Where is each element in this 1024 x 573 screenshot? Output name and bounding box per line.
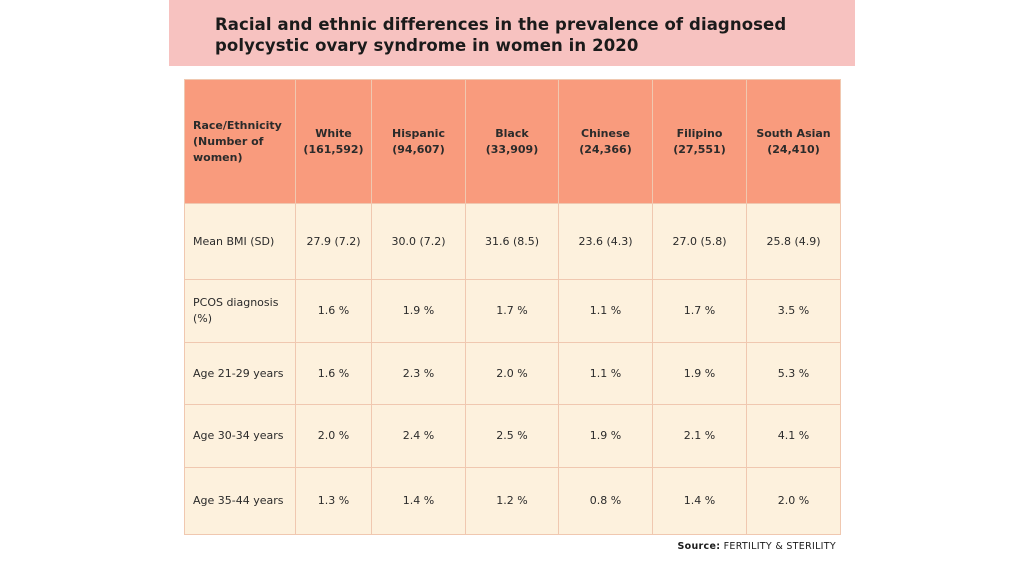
column-count: (161,592) [303,142,364,156]
table-row: PCOS diagnosis (%) 1.6 % 1.9 % 1.7 % 1.1… [184,279,841,343]
table-cell: 23.6 (4.3) [558,203,653,280]
title-banner: Racial and ethnic differences in the pre… [169,0,855,66]
source-value: FERTILITY & STERILITY [723,541,836,552]
table-cell: 30.0 (7.2) [371,203,466,280]
table-row: Age 30-34 years 2.0 % 2.4 % 2.5 % 1.9 % … [184,404,841,468]
table-cell: 1.1 % [558,342,653,405]
row-label: PCOS diagnosis (%) [184,279,296,343]
column-name: White [315,126,352,140]
table-cell: 1.4 % [652,467,747,535]
column-header: Chinese (24,366) [558,79,653,204]
column-name: Chinese [581,126,630,140]
header-label-line: (Number of [193,134,264,148]
table-cell: 2.0 % [746,467,841,535]
table-cell: 2.4 % [371,404,466,468]
column-count: (24,410) [767,142,820,156]
column-count: (94,607) [392,142,445,156]
table-row: Age 21-29 years 1.6 % 2.3 % 2.0 % 1.1 % … [184,342,841,405]
table-cell: 27.0 (5.8) [652,203,747,280]
table-cell: 1.7 % [465,279,559,343]
table-cell: 2.0 % [465,342,559,405]
table-cell: 1.9 % [652,342,747,405]
chart-title: Racial and ethnic differences in the pre… [215,15,787,55]
table-cell: 1.6 % [295,342,372,405]
table-cell: 2.1 % [652,404,747,468]
table-row: Mean BMI (SD) 27.9 (7.2) 30.0 (7.2) 31.6… [184,203,841,280]
column-header: Filipino (27,551) [652,79,747,204]
table-cell: 1.6 % [295,279,372,343]
row-label: Age 21-29 years [184,342,296,405]
column-name: South Asian [756,126,831,140]
table-cell: 31.6 (8.5) [465,203,559,280]
table-cell: 27.9 (7.2) [295,203,372,280]
table-cell: 2.3 % [371,342,466,405]
column-header: White (161,592) [295,79,372,204]
table-cell: 4.1 % [746,404,841,468]
table-cell: 0.8 % [558,467,653,535]
table-cell: 1.2 % [465,467,559,535]
column-header: South Asian (24,410) [746,79,841,204]
column-name: Filipino [676,126,723,140]
column-header: Black (33,909) [465,79,559,204]
table-cell: 2.0 % [295,404,372,468]
data-table: Race/Ethnicity (Number of women) White (1… [184,79,841,535]
header-label-line: Race/Ethnicity [193,118,282,132]
row-label: Age 30-34 years [184,404,296,468]
table-cell: 1.7 % [652,279,747,343]
table-row: Age 35-44 years 1.3 % 1.4 % 1.2 % 0.8 % … [184,467,841,535]
table-cell: 1.9 % [558,404,653,468]
source-label: Source: [677,541,721,552]
table-cell: 1.1 % [558,279,653,343]
table-cell: 3.5 % [746,279,841,343]
column-count: (33,909) [485,142,539,156]
row-label: Age 35-44 years [184,467,296,535]
table-cell: 1.4 % [371,467,466,535]
source-note: Source: FERTILITY & STERILITY [678,541,837,552]
header-label-line: women) [193,150,243,164]
table-cell: 25.8 (4.9) [746,203,841,280]
header-row: Race/Ethnicity (Number of women) White (1… [184,79,841,204]
column-name: Black [495,126,529,140]
table-cell: 1.3 % [295,467,372,535]
row-label: Mean BMI (SD) [184,203,296,280]
table-cell: 1.9 % [371,279,466,343]
table-cell: 5.3 % [746,342,841,405]
column-count: (27,551) [673,142,726,156]
header-label-cell: Race/Ethnicity (Number of women) [184,79,296,204]
column-header: Hispanic (94,607) [371,79,466,204]
column-name: Hispanic [392,126,445,140]
column-count: (24,366) [579,142,632,156]
table-cell: 2.5 % [465,404,559,468]
